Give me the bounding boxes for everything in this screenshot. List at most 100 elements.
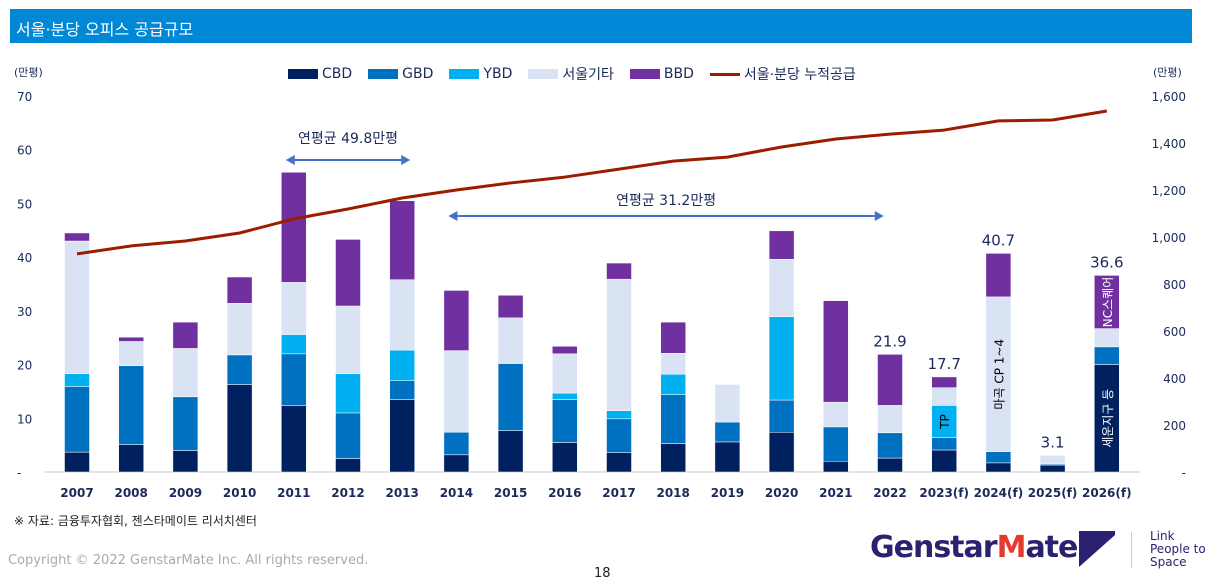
left-tick-label: 10	[17, 412, 32, 426]
total-label: 3.1	[1041, 433, 1065, 451]
x-tick-label: 2013	[385, 486, 418, 500]
arrow-left-icon	[448, 211, 458, 221]
legend-label: 서울기타	[562, 67, 614, 83]
x-tick-label: 2020	[765, 486, 798, 500]
bar-segment-GBD	[281, 353, 307, 406]
bar-segment-서울기타	[118, 341, 144, 366]
bar-segment-BBD	[823, 300, 849, 403]
tagline: Link People to Space	[1150, 530, 1206, 569]
left-tick-label: 50	[17, 197, 32, 211]
bar-segment-CBD	[335, 458, 361, 473]
bar-segment-BBD	[877, 354, 903, 406]
bar-segment-서울기타	[497, 317, 524, 364]
bar-segment-서울기타	[931, 387, 957, 406]
right-tick-label: 1,400	[1152, 137, 1186, 151]
bar-segment-GBD	[877, 432, 903, 459]
x-tick-label: 2008	[114, 486, 147, 500]
x-tick-label: 2025(f)	[1028, 486, 1078, 500]
x-tick-label: 2017	[602, 486, 635, 500]
range-annotation-label: 연평균 49.8만평	[298, 131, 398, 147]
bar-segment-GBD	[497, 363, 524, 431]
left-tick-label: 30	[17, 305, 32, 319]
bar-segment-YBD	[335, 373, 361, 414]
cumulative-line	[76, 109, 1108, 256]
arrow-right-icon	[874, 211, 884, 221]
bar-segment-BBD	[172, 321, 199, 349]
bar-segment-YBD	[281, 334, 307, 355]
bar-segment-CBD	[172, 450, 199, 473]
right-tick-label: 1,200	[1152, 184, 1186, 198]
bar-annotation: NC스퀘어	[1101, 277, 1115, 327]
bar-segment-CBD	[877, 457, 903, 473]
right-tick-label: 1,000	[1152, 231, 1186, 245]
bar-segment-GBD	[443, 432, 470, 456]
bar-segment-GBD	[1094, 346, 1120, 365]
bar-segment-서울기타	[823, 401, 849, 428]
bar-segment-GBD	[335, 412, 361, 459]
bar-segment-서울기타	[606, 278, 632, 412]
x-tick-label: 2012	[331, 486, 364, 500]
legend-item-gbd: GBD	[368, 66, 433, 82]
bar-segment-CBD	[985, 462, 1012, 473]
bar-segment-서울기타	[1094, 328, 1120, 348]
bar-segment-BBD	[497, 295, 524, 319]
copyright: Copyright © 2022 GenstarMate Inc. All ri…	[8, 553, 369, 568]
legend-label: YBD	[483, 66, 513, 82]
right-tick-label: -	[1182, 466, 1186, 480]
x-tick-label: 2010	[223, 486, 256, 500]
bar-segment-CBD	[552, 442, 578, 473]
bar-segment-BBD	[335, 239, 361, 307]
arrow-left-icon	[285, 155, 295, 165]
bar-segment-CBD	[660, 443, 686, 473]
bar-segment-GBD	[660, 394, 686, 444]
bar-segment-CBD	[443, 454, 470, 473]
bar-segment-CBD	[281, 405, 307, 473]
tagline-line: Link	[1150, 529, 1175, 543]
bar-segment-서울기타	[552, 353, 578, 394]
bar-segment-YBD	[389, 349, 415, 381]
range-annotation-label: 연평균 31.2만평	[616, 193, 716, 209]
left-tick-label: 60	[17, 144, 32, 158]
total-label: 40.7	[982, 231, 1015, 249]
x-tick-label: 2018	[656, 486, 689, 500]
bar-annotation: TP	[938, 414, 952, 430]
bar-segment-GBD	[768, 399, 795, 433]
bar-segment-BBD	[64, 232, 90, 242]
bar-segment-CBD	[823, 461, 849, 473]
left-tick-label: 70	[17, 90, 32, 104]
x-tick-label: 2022	[873, 486, 906, 500]
total-label: 17.7	[927, 355, 960, 373]
x-tick-label: 2007	[60, 486, 93, 500]
bar-segment-CBD	[1039, 464, 1066, 473]
legend: CBD GBD YBD 서울기타 BBD 서울·분당 누적공급	[288, 64, 872, 84]
title-bar: 서울·분당 오피스 공급규모	[10, 9, 1192, 43]
x-tick-label: 2024(f)	[974, 486, 1024, 500]
bar-segment-CBD	[931, 449, 957, 473]
bar-segment-CBD	[118, 444, 144, 473]
bar-segment-BBD	[985, 253, 1012, 298]
x-tick-label: 2015	[494, 486, 527, 500]
bar-annotation: 마곡 CP 1~4	[992, 339, 1006, 410]
bar-segment-CBD	[768, 432, 795, 473]
right-tick-label: 600	[1163, 325, 1186, 339]
bar-segment-서울기타	[389, 279, 415, 351]
bar-segment-GBD	[118, 365, 144, 445]
legend-swatch	[528, 69, 559, 79]
bar-segment-BBD	[1094, 275, 1120, 329]
bar-segment-서울기타	[714, 384, 741, 423]
right-tick-label: 200	[1163, 419, 1186, 433]
left-axis-unit: (만평)	[14, 66, 43, 79]
bar-segment-GBD	[931, 437, 957, 451]
legend-item-cumulative: 서울·분당 누적공급	[709, 64, 856, 84]
bar-segment-BBD	[552, 346, 578, 355]
bar-segment-서울기타	[877, 405, 903, 434]
bar-segment-GBD	[172, 396, 199, 451]
legend-line-swatch	[709, 72, 740, 76]
bar-segment-CBD	[226, 384, 253, 473]
genstarmate-logo: GenstarMate	[870, 530, 1078, 565]
legend-item-seoul-etc: 서울기타	[528, 64, 614, 84]
bar-segment-서울기타	[443, 350, 470, 433]
left-tick-label: 20	[17, 359, 32, 373]
